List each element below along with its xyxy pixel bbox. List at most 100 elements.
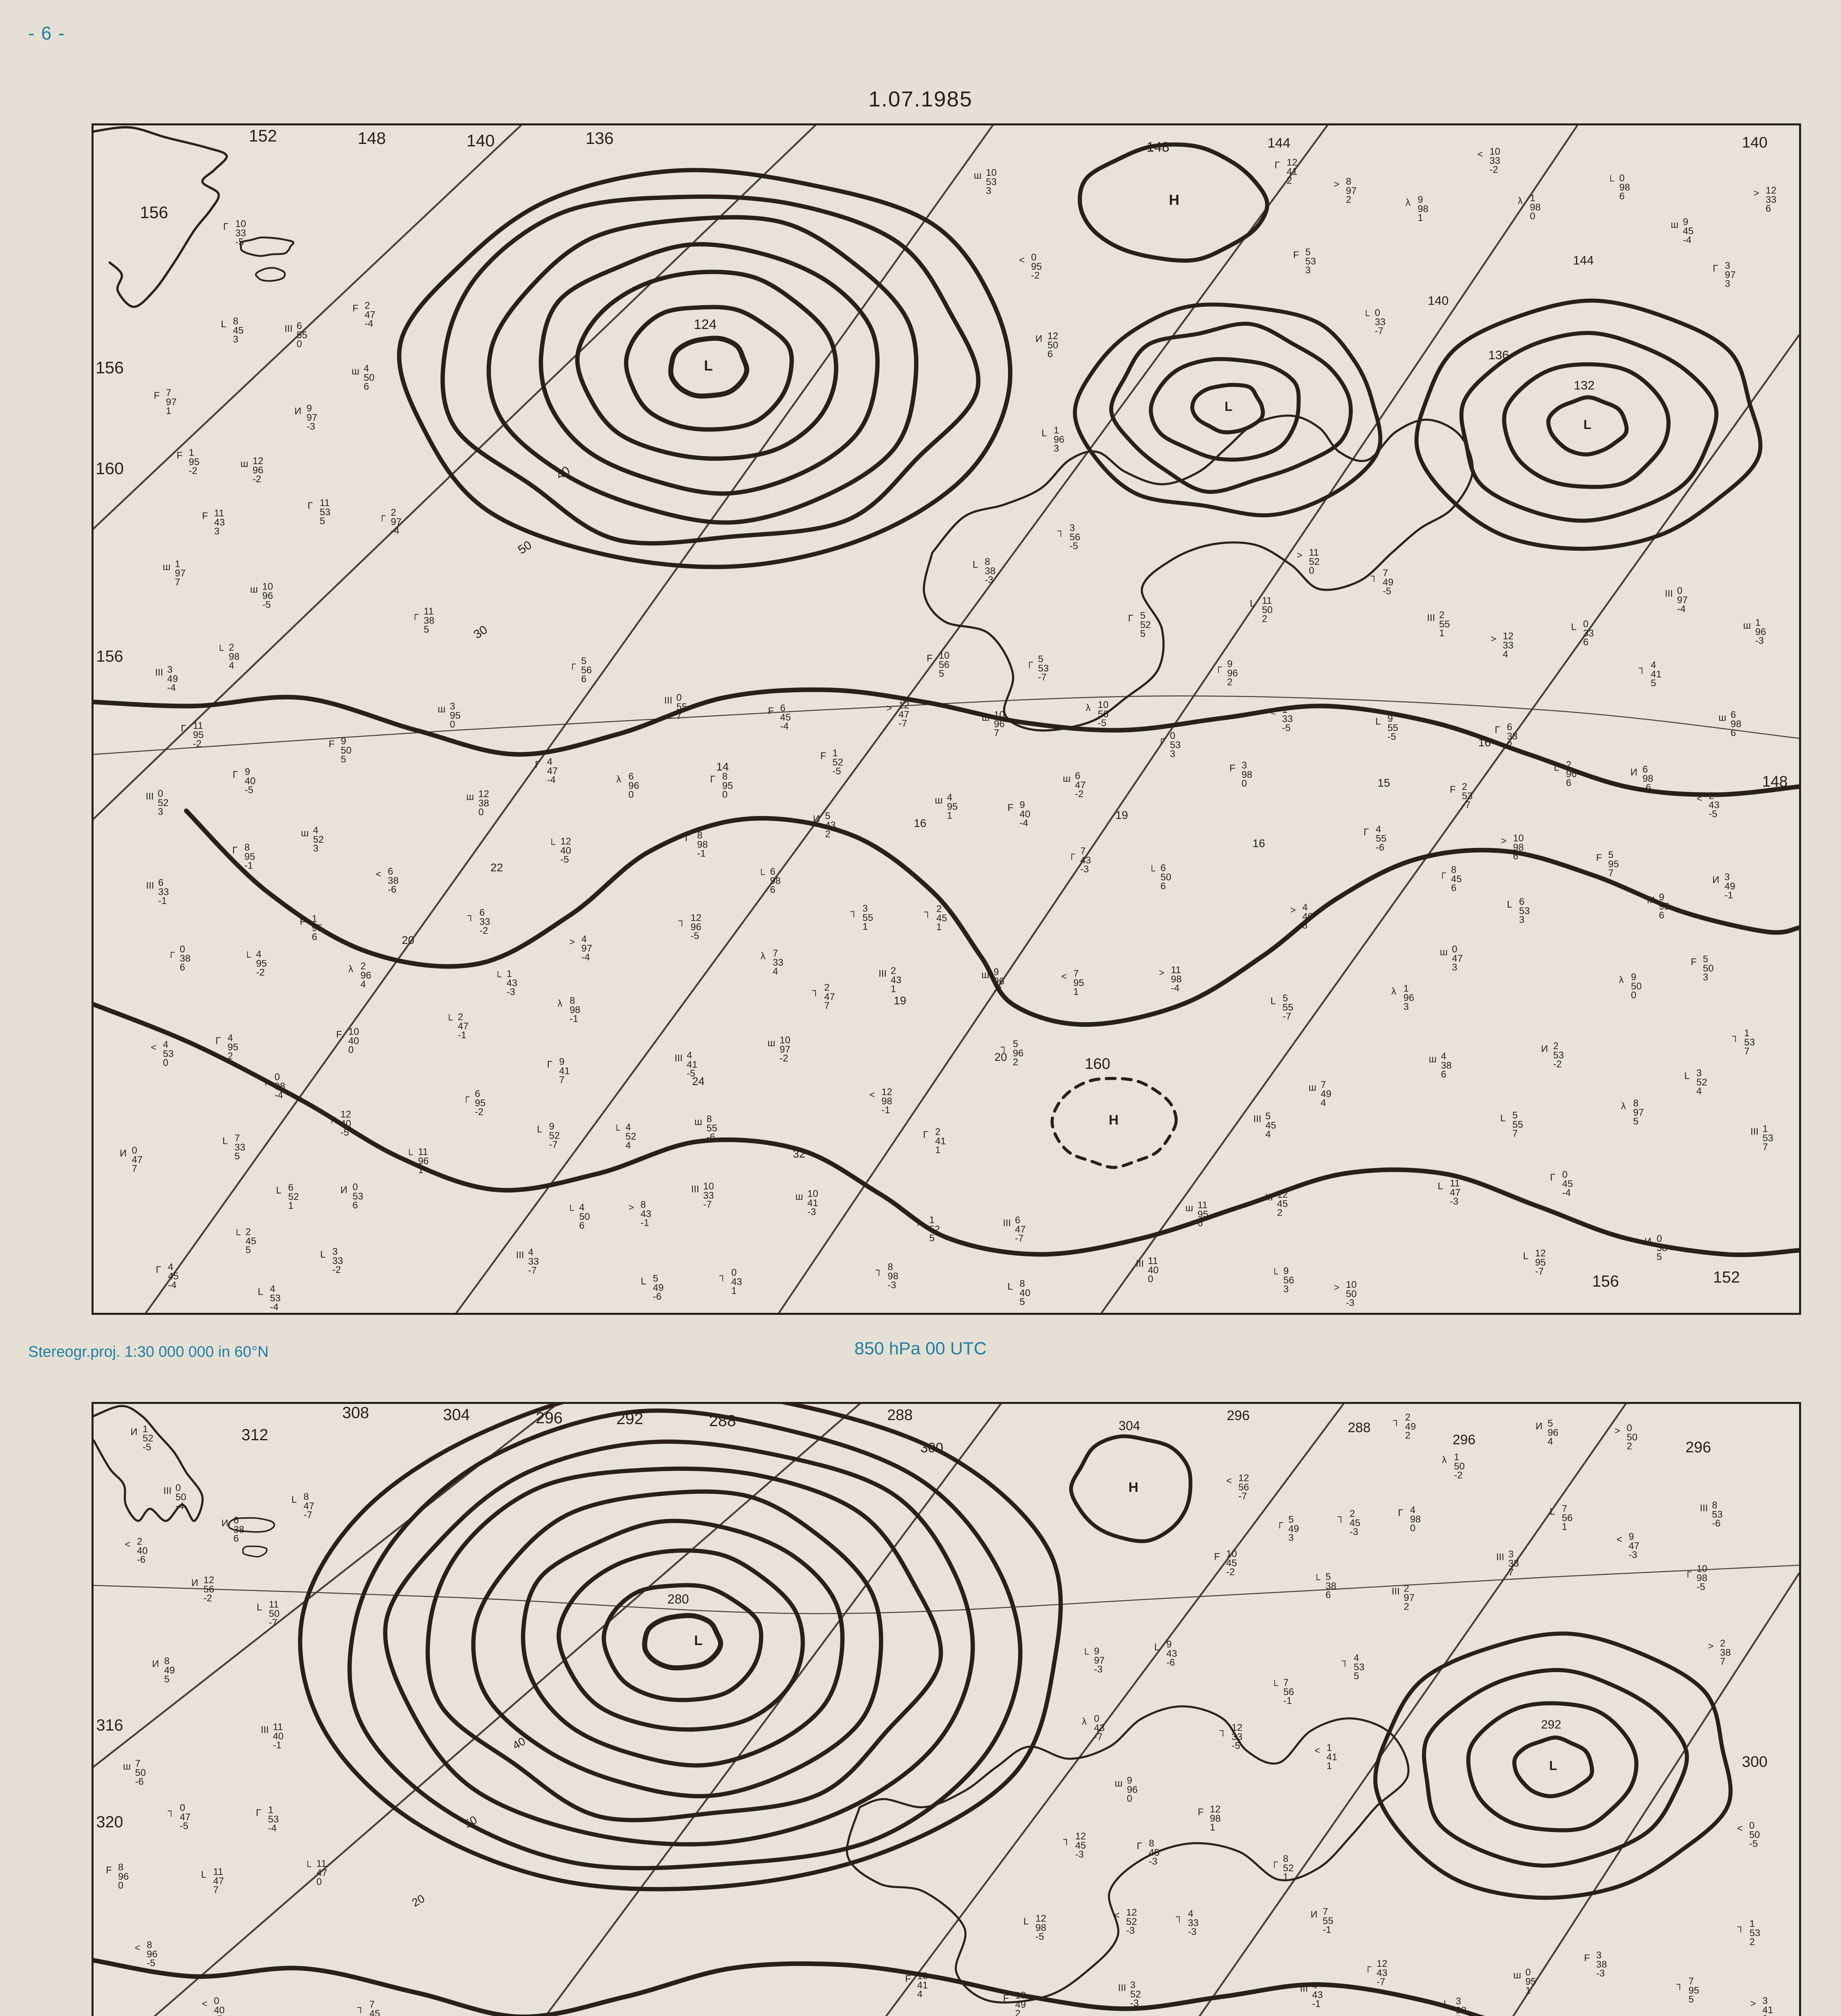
svg-text:L: L — [320, 1249, 325, 1260]
svg-text:ш: ш — [301, 828, 308, 839]
svg-text:-5: -5 — [1232, 1741, 1240, 1752]
svg-text:-7: -7 — [1038, 672, 1046, 683]
svg-text:└: └ — [613, 1124, 621, 1135]
svg-text:┐: ┐ — [850, 906, 857, 918]
svg-text:L: L — [1443, 1999, 1449, 2010]
svg-text:-3: -3 — [1080, 864, 1089, 875]
svg-text:>: > — [569, 937, 575, 948]
svg-text:-3: -3 — [808, 1207, 816, 1218]
svg-text:И: И — [294, 406, 301, 417]
svg-text:L: L — [1550, 1506, 1555, 1517]
svg-text:F: F — [905, 1973, 911, 1984]
svg-text:1: 1 — [947, 810, 952, 821]
svg-text:H: H — [1129, 1480, 1139, 1495]
svg-text:7: 7 — [1512, 1128, 1518, 1139]
svg-text:┌: ┌ — [412, 609, 419, 621]
svg-text:-4: -4 — [364, 318, 373, 329]
svg-text:7: 7 — [1508, 1567, 1514, 1578]
svg-text:4: 4 — [1696, 1086, 1701, 1097]
svg-text:ш: ш — [768, 1038, 775, 1049]
svg-text:L: L — [1554, 762, 1559, 773]
svg-text:┌: ┌ — [1215, 661, 1222, 673]
svg-text:└: └ — [1363, 310, 1370, 321]
svg-text:-2: -2 — [332, 1264, 341, 1275]
svg-text:Γ: Γ — [535, 759, 540, 770]
svg-text:-3: -3 — [1629, 1549, 1637, 1560]
svg-text:6: 6 — [1441, 1069, 1446, 1080]
svg-text:┐: ┐ — [168, 1805, 175, 1817]
svg-text:И: И — [120, 1148, 127, 1159]
svg-text:ш: ш — [1308, 1082, 1316, 1093]
svg-text:L: L — [1500, 1113, 1506, 1124]
svg-text:Γ: Γ — [232, 845, 237, 856]
svg-text:-5: -5 — [1098, 718, 1106, 729]
svg-text:6: 6 — [180, 962, 185, 973]
svg-text:2: 2 — [1277, 1208, 1282, 1218]
svg-text:-2: -2 — [1075, 789, 1083, 800]
svg-text:6: 6 — [1731, 727, 1736, 738]
svg-text:И: И — [1541, 1043, 1548, 1054]
svg-text:F: F — [1691, 957, 1697, 968]
svg-text:0: 0 — [1530, 211, 1535, 222]
svg-text:5: 5 — [939, 669, 944, 679]
svg-text:45: 45 — [369, 2008, 380, 2016]
svg-text:16: 16 — [1252, 837, 1265, 850]
svg-text:6: 6 — [1160, 881, 1166, 892]
svg-text:7: 7 — [1608, 868, 1614, 879]
svg-text:-5: -5 — [147, 1958, 155, 1969]
svg-text:148: 148 — [358, 129, 386, 148]
svg-text:L: L — [258, 1287, 263, 1297]
svg-text:15: 15 — [1377, 777, 1390, 789]
svg-text:└: └ — [1271, 1680, 1279, 1691]
svg-text:<: < — [869, 1089, 875, 1100]
svg-text:2: 2 — [1404, 1601, 1409, 1612]
svg-text:┌: ┌ — [328, 1112, 335, 1124]
svg-text:-1: -1 — [641, 1218, 649, 1229]
svg-text:┐: ┐ — [875, 1264, 882, 1276]
svg-text:<: < — [1477, 149, 1483, 160]
svg-text:И: И — [221, 1518, 228, 1529]
svg-text:1: 1 — [1562, 1522, 1567, 1533]
svg-text:III: III — [516, 1250, 524, 1261]
svg-text:4: 4 — [360, 979, 366, 990]
svg-text:0: 0 — [1410, 1523, 1415, 1534]
svg-text:-1: -1 — [1322, 1924, 1331, 1935]
svg-text:-4: -4 — [391, 525, 399, 536]
svg-text:5: 5 — [1657, 1252, 1662, 1262]
svg-text:┌: ┌ — [1364, 1961, 1372, 1973]
svg-text:F: F — [821, 750, 827, 761]
svg-text:λ: λ — [760, 951, 765, 962]
svg-text:3: 3 — [233, 334, 238, 345]
svg-text:III: III — [1496, 1552, 1504, 1562]
svg-text:>: > — [887, 703, 892, 714]
svg-text:-3: -3 — [1149, 1856, 1157, 1867]
svg-text:┌: ┌ — [1276, 1517, 1283, 1529]
svg-text:L: L — [704, 357, 713, 374]
svg-text:F: F — [927, 653, 933, 664]
svg-text:└: └ — [494, 971, 502, 982]
svg-text:Γ: Γ — [1137, 1841, 1142, 1852]
svg-text:III: III — [1665, 588, 1673, 599]
svg-text:L: L — [1571, 622, 1576, 633]
svg-text:ш: ш — [1513, 1970, 1521, 1981]
svg-text:└: └ — [244, 952, 251, 963]
svg-text:7: 7 — [1744, 1046, 1749, 1057]
svg-text:F: F — [154, 390, 160, 401]
svg-text:F: F — [768, 706, 774, 716]
svg-text:3: 3 — [1452, 962, 1457, 973]
svg-text:λ: λ — [1082, 1716, 1087, 1727]
svg-text:3: 3 — [1762, 2014, 1768, 2016]
svg-text:148: 148 — [1762, 773, 1787, 790]
svg-text:III: III — [261, 1724, 269, 1735]
svg-text:L: L — [1008, 1281, 1013, 1292]
svg-text:-1: -1 — [158, 896, 167, 906]
svg-text:-7: -7 — [1462, 800, 1470, 810]
svg-text:1: 1 — [1439, 628, 1444, 639]
svg-text:4: 4 — [625, 1140, 631, 1151]
svg-text:160: 160 — [96, 459, 124, 478]
svg-text:-5: -5 — [1070, 541, 1078, 552]
svg-text:-5: -5 — [143, 1442, 151, 1453]
svg-text:7: 7 — [175, 577, 180, 588]
svg-text:F: F — [329, 739, 335, 750]
svg-text:F: F — [177, 450, 183, 461]
